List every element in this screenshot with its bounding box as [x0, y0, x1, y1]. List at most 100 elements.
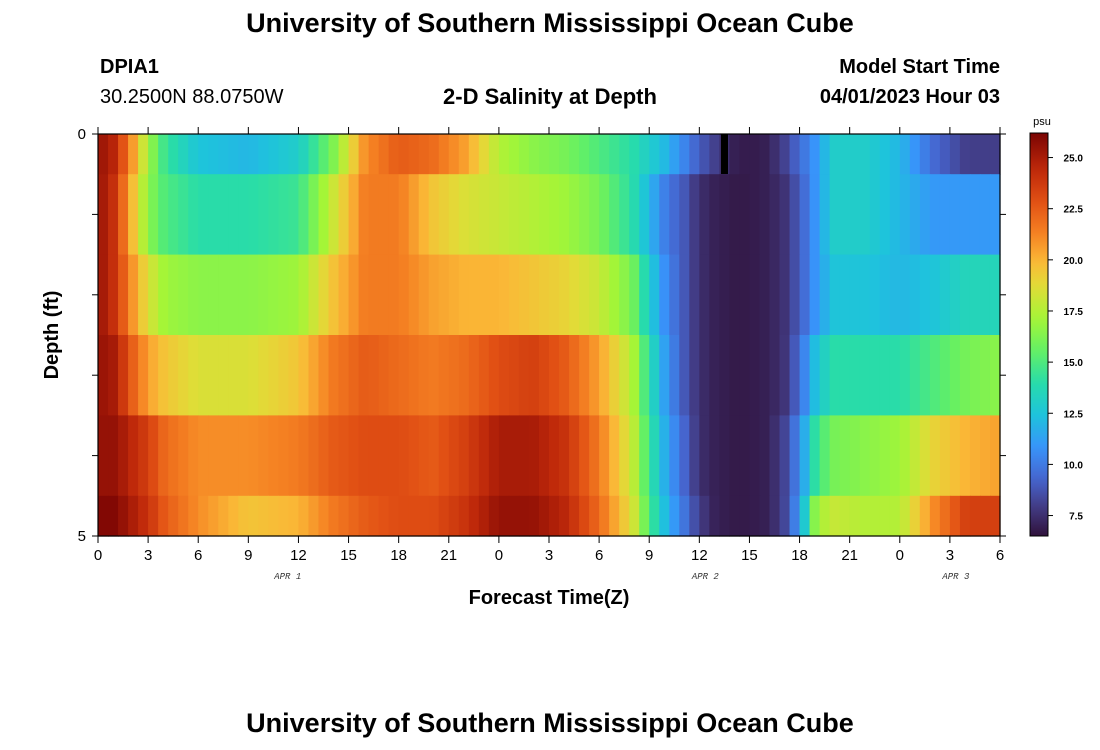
- date-label: APR 2: [691, 572, 720, 582]
- heatmap-cell: [348, 415, 360, 497]
- heatmap-cell: [909, 415, 921, 497]
- heatmap-cell: [378, 495, 390, 537]
- heatmap-cell: [258, 254, 269, 336]
- colorbar-unit: psu: [1033, 116, 1051, 128]
- heatmap-cell: [669, 415, 680, 497]
- heatmap-cell: [488, 254, 500, 336]
- heatmap-cell: [518, 335, 530, 416]
- heatmap-cell: [819, 174, 831, 256]
- heatmap-cell: [679, 495, 690, 537]
- heatmap-cell: [458, 495, 470, 537]
- heatmap-cell: [488, 134, 500, 175]
- heatmap-cell: [759, 254, 771, 336]
- heatmap-cell: [769, 415, 781, 497]
- heatmap-cell: [739, 174, 751, 256]
- heatmap-cell: [959, 174, 971, 256]
- heatmap-cell: [388, 174, 400, 256]
- heatmap-cell: [208, 415, 219, 497]
- colorbar: [1029, 132, 1049, 537]
- heatmap-cell: [899, 335, 911, 416]
- heatmap-cell: [979, 134, 991, 175]
- heatmap-cell: [318, 495, 330, 537]
- heatmap-cell: [779, 174, 791, 256]
- heatmap-cell: [458, 254, 470, 336]
- heatmap-cell: [729, 415, 741, 497]
- heatmap-cell: [959, 415, 971, 497]
- heatmap-cell: [228, 134, 239, 175]
- heatmap-cell: [729, 335, 741, 416]
- heatmap-cell: [118, 415, 129, 497]
- heatmap-cell: [198, 134, 209, 175]
- heatmap-cell: [659, 415, 670, 497]
- heatmap-cell: [869, 495, 881, 537]
- heatmap-cell: [98, 134, 109, 175]
- heatmap-cell: [378, 174, 390, 256]
- heatmap-cell: [178, 495, 189, 537]
- heatmap-cell: [468, 134, 480, 175]
- heatmap-cell: [148, 174, 159, 256]
- heatmap-cell: [148, 415, 159, 497]
- heatmap-cell: [849, 415, 861, 497]
- heatmap-cell: [218, 254, 229, 336]
- x-tick-label: 15: [340, 547, 357, 564]
- heatmap-cell: [629, 495, 640, 537]
- heatmap-cell: [869, 415, 881, 497]
- heatmap-cell: [288, 174, 300, 256]
- heatmap-cell: [158, 495, 169, 537]
- heatmap-cell: [328, 335, 340, 416]
- heatmap-cell: [98, 415, 109, 497]
- heatmap-cell: [809, 335, 821, 416]
- heatmap-cell: [779, 254, 791, 336]
- heatmap-cell: [989, 335, 1001, 416]
- heatmap-cell: [839, 495, 851, 537]
- heatmap-cell: [128, 495, 139, 537]
- heatmap-cell: [158, 335, 169, 416]
- colorbar-tick-label: 17.5: [1064, 307, 1084, 318]
- heatmap-cell: [438, 335, 450, 416]
- x-tick-label: 18: [791, 547, 808, 564]
- heatmap-cell: [649, 134, 660, 175]
- heatmap-cell: [538, 495, 550, 537]
- heatmap-cell: [759, 134, 771, 175]
- heatmap-cell: [909, 335, 921, 416]
- heatmap-cell: [108, 335, 119, 416]
- heatmap-cell: [378, 415, 390, 497]
- heatmap-cell: [288, 415, 300, 497]
- heatmap-cell: [759, 174, 771, 256]
- heatmap-cell: [869, 254, 881, 336]
- heatmap-cell: [408, 495, 420, 537]
- heatmap-cell: [238, 495, 249, 537]
- heatmap-cell: [639, 495, 650, 537]
- heatmap-cell: [619, 335, 630, 416]
- heatmap-cell: [959, 254, 971, 336]
- heatmap-cell: [518, 134, 530, 175]
- heatmap-cell: [338, 134, 350, 175]
- heatmap-cell: [268, 335, 279, 416]
- heatmap-cell: [769, 335, 781, 416]
- heatmap-cell: [318, 254, 330, 336]
- heatmap-cell: [168, 174, 179, 256]
- heatmap-cell: [819, 495, 831, 537]
- heatmap-cell: [849, 495, 861, 537]
- heatmap-cell: [889, 335, 901, 416]
- heatmap-cell: [559, 134, 570, 175]
- heatmap-cell: [238, 254, 249, 336]
- x-tick-label: 21: [440, 547, 457, 564]
- heatmap-cell: [659, 254, 670, 336]
- heatmap-cell: [859, 415, 871, 497]
- colorbar-tick-label: 10.0: [1064, 460, 1084, 471]
- heatmap-cell: [198, 174, 209, 256]
- heatmap-cell: [488, 495, 500, 537]
- heatmap-cell: [909, 254, 921, 336]
- heatmap-cell: [829, 254, 841, 336]
- date-label: APR 1: [273, 572, 301, 582]
- heatmap-cell: [649, 335, 660, 416]
- heatmap-cell: [629, 335, 640, 416]
- heatmap-cell: [528, 174, 540, 256]
- heatmap-cell: [448, 335, 460, 416]
- heatmap-cell: [348, 495, 360, 537]
- heatmap-cell: [739, 335, 751, 416]
- heatmap-cell: [258, 415, 269, 497]
- heatmap-cell: [168, 335, 179, 416]
- heatmap-cell: [699, 415, 710, 497]
